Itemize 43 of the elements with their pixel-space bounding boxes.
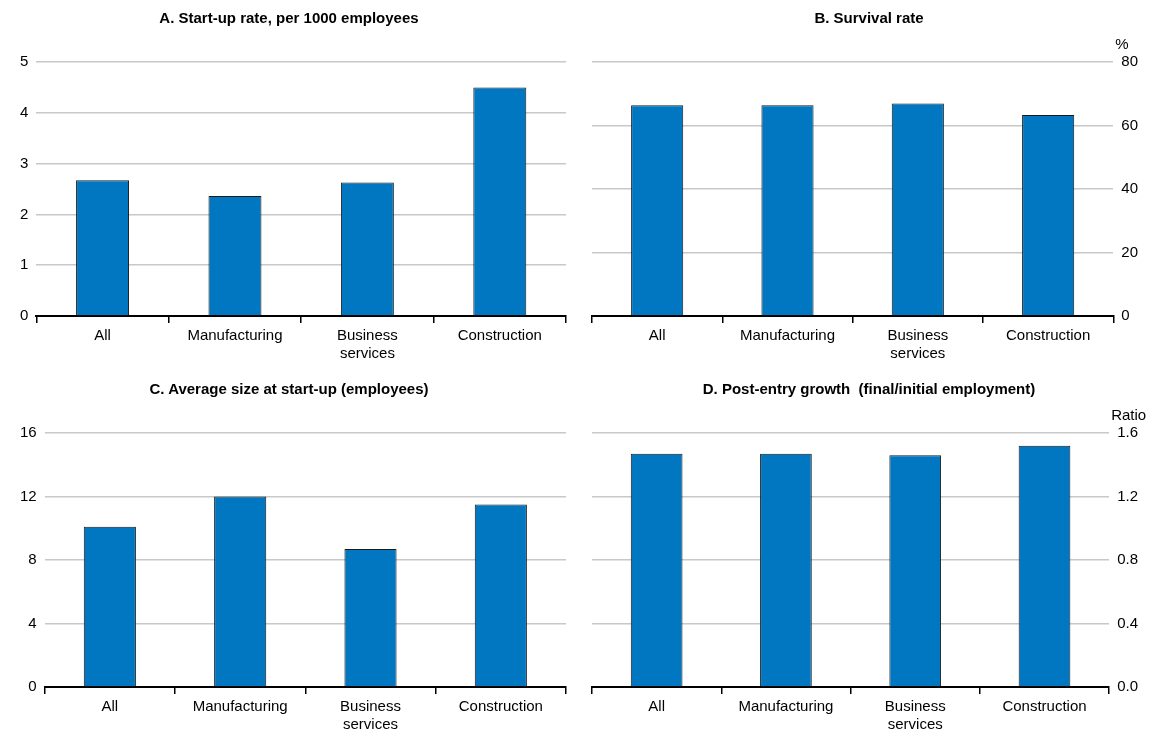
y-tick-label: 2 bbox=[20, 204, 29, 222]
y2-tick-label: 80 bbox=[1121, 52, 1138, 70]
x-tick-label: Manufacturing bbox=[739, 326, 836, 344]
y2-tick-label: 0.4 bbox=[1117, 613, 1139, 631]
y2-tick-label: 1.2 bbox=[1117, 486, 1139, 504]
chart-title: C. Average size at start-up (employees) bbox=[149, 380, 429, 398]
x-tick-label: Manufacturing bbox=[187, 326, 283, 344]
x-tick-label: Business services bbox=[884, 697, 946, 733]
x-tick-label: All bbox=[101, 697, 119, 715]
y-tick-label: 4 bbox=[28, 613, 37, 631]
chart-title: A. Start-up rate, per 1000 employees bbox=[159, 9, 419, 27]
y-tick-label: 4 bbox=[20, 102, 29, 120]
x-tick-label: Business services bbox=[336, 326, 398, 362]
y-tick-label: 16 bbox=[20, 423, 37, 441]
x-tick-label: Business services bbox=[340, 697, 401, 733]
x-tick-label: Construction bbox=[457, 326, 542, 344]
y2-tick-label: 40 bbox=[1121, 179, 1138, 197]
y2-tick-label: 0.8 bbox=[1117, 550, 1139, 568]
y-tick-label: 8 bbox=[28, 550, 37, 568]
y2-tick-label: 20 bbox=[1121, 242, 1138, 260]
chart-title: B. Survival rate bbox=[814, 9, 924, 27]
x-tick-label: Manufacturing bbox=[192, 697, 288, 715]
y2-tick-label: 0.0 bbox=[1117, 677, 1139, 695]
chart-title: D. Post-entry growth (final/initial employment) bbox=[702, 380, 1036, 398]
y-tick-label: 5 bbox=[20, 52, 29, 70]
x-tick-label: All bbox=[648, 326, 666, 344]
y2-axis-title: % bbox=[1115, 34, 1129, 52]
x-tick-label: Construction bbox=[1002, 697, 1087, 715]
y-tick-label: 1 bbox=[20, 255, 29, 273]
y-tick-label: 3 bbox=[20, 153, 29, 171]
y2-tick-label: 1.6 bbox=[1117, 423, 1139, 441]
y-tick-label: 12 bbox=[20, 486, 37, 504]
x-tick-label: Construction bbox=[458, 697, 543, 715]
x-tick-label: Business services bbox=[887, 326, 949, 362]
x-tick-label: All bbox=[94, 326, 111, 344]
x-tick-label: All bbox=[648, 697, 665, 715]
y-tick-label: 0 bbox=[20, 306, 29, 324]
y2-tick-label: 60 bbox=[1121, 115, 1138, 133]
y-tick-label: 0 bbox=[28, 677, 37, 695]
x-tick-label: Construction bbox=[1006, 326, 1091, 344]
y2-axis-title: Ratio bbox=[1111, 405, 1147, 423]
x-tick-label: Manufacturing bbox=[738, 697, 834, 715]
y2-tick-label: 0 bbox=[1121, 306, 1130, 324]
